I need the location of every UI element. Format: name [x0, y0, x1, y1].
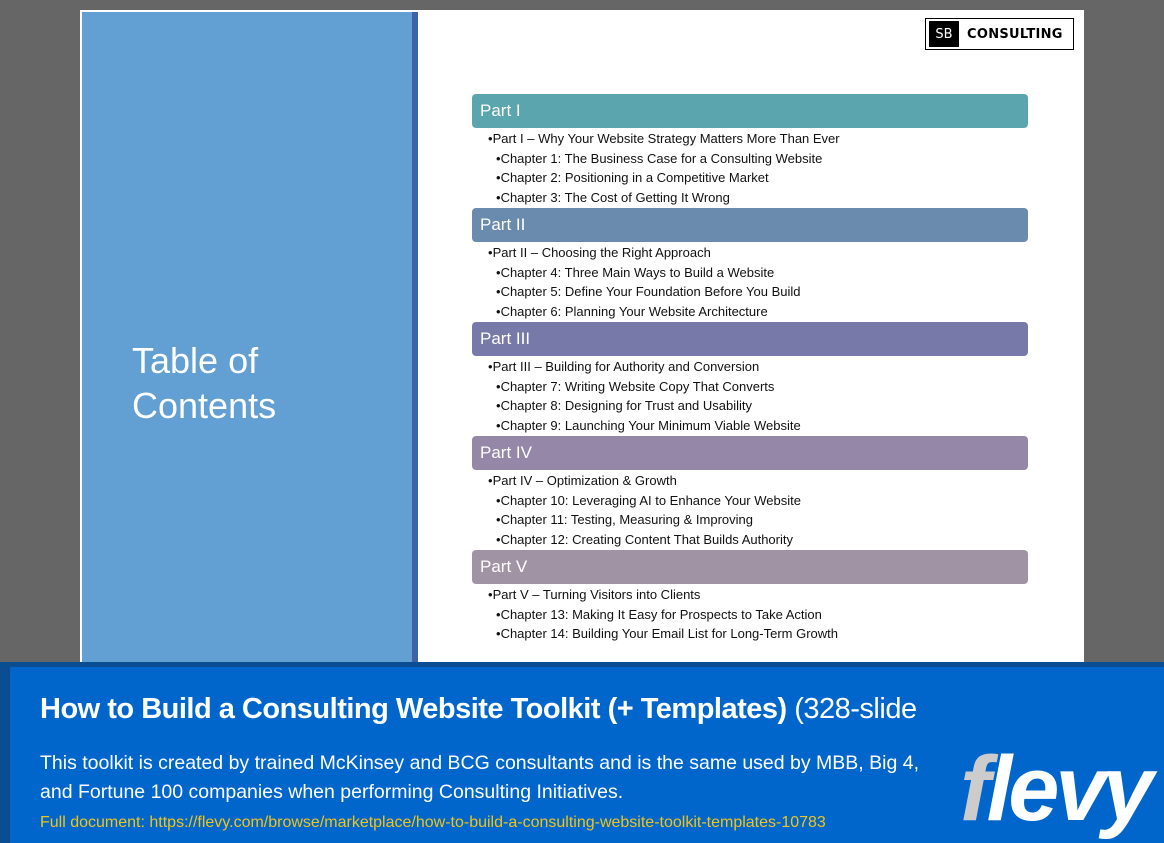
toc-item-text: Chapter 10: Leveraging AI to Enhance You… [500, 492, 801, 508]
divider-stripe [412, 12, 418, 662]
toc-item: •Chapter 7: Writing Website Copy That Co… [488, 377, 1028, 397]
toc-item: •Part V – Turning Visitors into Clients [488, 585, 1028, 605]
toc-item: •Chapter 10: Leveraging AI to Enhance Yo… [488, 491, 1028, 511]
toc-item-text: Chapter 11: Testing, Measuring & Improvi… [500, 512, 753, 527]
toc-item: •Chapter 6: Planning Your Website Archit… [488, 302, 1028, 322]
toc-item: •Chapter 13: Making It Easy for Prospect… [488, 605, 1028, 625]
toc-item-text: Chapter 13: Making It Easy for Prospects… [500, 606, 822, 622]
toc-parts: Part I •Part I – Why Your Website Strateg… [472, 94, 1028, 645]
bullet-icon: • [496, 170, 501, 185]
bullet-icon: • [488, 131, 493, 146]
toc-item-text: Chapter 7: Writing Website Copy That Con… [500, 378, 775, 394]
slide: Table of Contents SB CONSULTING Part I •P… [80, 10, 1084, 662]
banner-title: How to Build a Consulting Website Toolki… [40, 693, 1160, 726]
left-panel [82, 12, 412, 662]
toc-item-text: Chapter 1: The Business Case for a Consu… [500, 150, 823, 166]
toc-item-text: Chapter 6: Planning Your Website Archite… [500, 303, 768, 319]
promo-banner: How to Build a Consulting Website Toolki… [0, 662, 1164, 843]
toc-item: •Part III – Building for Authority and C… [488, 357, 1028, 377]
part-items: •Part IV – Optimization & Growth •Chapter… [472, 470, 1028, 550]
toc-item: •Chapter 5: Define Your Foundation Befor… [488, 282, 1028, 302]
part-header: Part IV [472, 436, 1028, 470]
bullet-icon: • [496, 398, 501, 413]
toc-item: •Part II – Choosing the Right Approach [488, 243, 1028, 263]
toc-item: •Chapter 12: Creating Content That Build… [488, 530, 1028, 550]
toc-item: •Chapter 9: Launching Your Minimum Viabl… [488, 416, 1028, 436]
part-items: •Part I – Why Your Website Strategy Matt… [472, 128, 1028, 208]
bullet-icon: • [496, 303, 501, 319]
bullet-icon: • [496, 378, 501, 394]
bullet-icon: • [488, 587, 493, 602]
banner-title-main: How to Build a Consulting Website Toolki… [40, 693, 787, 725]
toc-item-text: Chapter 8: Designing for Trust and Usabi… [500, 398, 753, 413]
toc-item-text: Chapter 4: Three Main Ways to Build a We… [500, 264, 775, 280]
bullet-icon: • [496, 492, 501, 508]
part-header: Part II [472, 208, 1028, 242]
bullet-icon: • [496, 531, 501, 547]
toc-item: •Part IV – Optimization & Growth [488, 471, 1028, 491]
logo-text: CONSULTING [967, 26, 1063, 42]
bullet-icon: • [496, 150, 501, 166]
bullet-icon: • [488, 245, 493, 260]
part-header: Part I [472, 94, 1028, 128]
toc-item-text: Chapter 2: Positioning in a Competitive … [500, 170, 769, 185]
toc-item: •Chapter 2: Positioning in a Competitive… [488, 168, 1028, 188]
bullet-icon: • [496, 189, 501, 205]
part-header: Part III [472, 322, 1028, 356]
toc-item-text: Part I – Why Your Website Strategy Matte… [492, 131, 840, 146]
bullet-icon: • [496, 626, 501, 641]
toc-item-text: Part II – Choosing the Right Approach [492, 245, 711, 260]
toc-item: •Chapter 8: Designing for Trust and Usab… [488, 396, 1028, 416]
flevy-logo: flevy [960, 738, 1154, 840]
toc-item: •Part I – Why Your Website Strategy Matt… [488, 129, 1028, 149]
banner-title-suffix: (328-slide [794, 693, 917, 725]
document-link[interactable]: Full document: https://flevy.com/browse/… [40, 814, 826, 831]
toc-item: •Chapter 4: Three Main Ways to Build a W… [488, 263, 1028, 283]
toc-item: •Chapter 3: The Cost of Getting It Wrong [488, 188, 1028, 208]
bullet-icon: • [488, 359, 493, 374]
bullet-icon: • [496, 606, 501, 622]
toc-item-text: Part III – Building for Authority and Co… [492, 359, 760, 374]
toc-item: •Chapter 14: Building Your Email List fo… [488, 624, 1028, 644]
part-items: •Part II – Choosing the Right Approach •C… [472, 242, 1028, 322]
toc-item-text: Chapter 12: Creating Content That Builds… [500, 531, 793, 547]
toc-item: •Chapter 11: Testing, Measuring & Improv… [488, 510, 1028, 530]
banner-description: This toolkit is created by trained McKin… [40, 752, 920, 803]
part-items: •Part V – Turning Visitors into Clients •… [472, 584, 1028, 645]
sb-consulting-logo: SB CONSULTING [925, 18, 1074, 50]
toc-item-text: Chapter 3: The Cost of Getting It Wrong [500, 189, 730, 205]
bullet-icon: • [496, 417, 501, 433]
toc-item-text: Chapter 9: Launching Your Minimum Viable… [500, 417, 801, 433]
part-header: Part V [472, 550, 1028, 584]
toc-item: •Chapter 1: The Business Case for a Cons… [488, 149, 1028, 169]
toc-item-text: Chapter 14: Building Your Email List for… [500, 626, 839, 641]
banner-edge [0, 667, 10, 843]
bullet-icon: • [488, 473, 493, 488]
part-items: •Part III – Building for Authority and C… [472, 356, 1028, 436]
bullet-icon: • [496, 264, 501, 280]
bullet-icon: • [496, 512, 501, 527]
slide-title: Table of Contents [132, 340, 277, 426]
toc-item-text: Part V – Turning Visitors into Clients [492, 587, 701, 602]
bullet-icon: • [496, 284, 501, 299]
toc-item-text: Part IV – Optimization & Growth [492, 473, 677, 488]
logo-mark: SB [929, 21, 959, 47]
toc-item-text: Chapter 5: Define Your Foundation Before… [500, 284, 801, 299]
